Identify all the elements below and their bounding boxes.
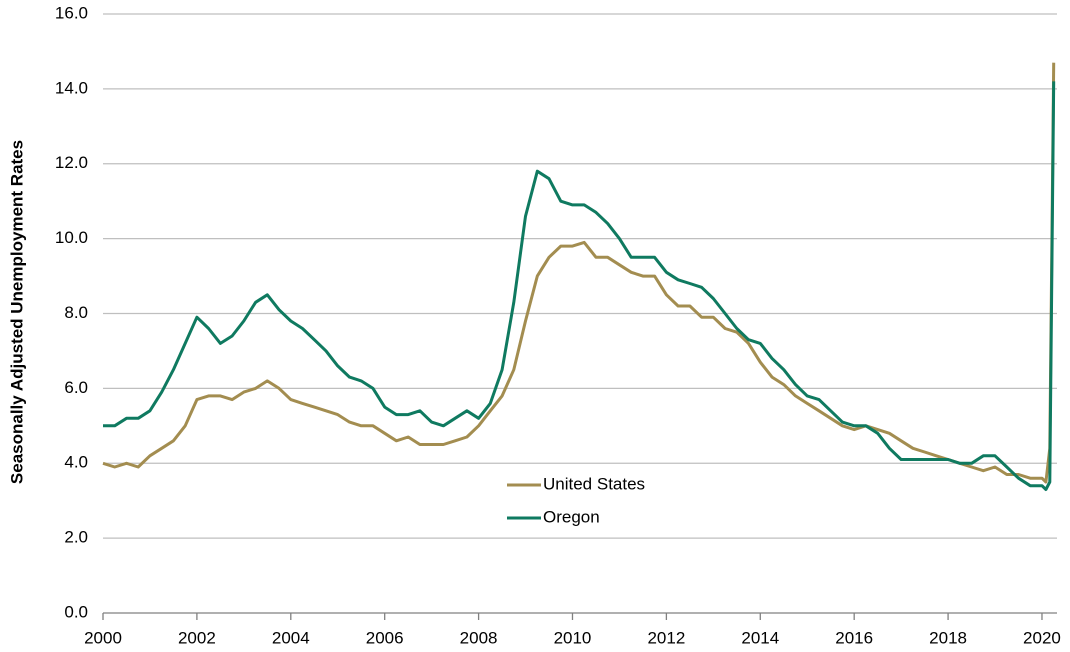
x-tick-label: 2002 xyxy=(178,628,216,647)
x-tick-label: 2014 xyxy=(741,628,779,647)
y-tick-label: 12.0 xyxy=(55,153,88,172)
x-tick-label: 2010 xyxy=(554,628,592,647)
y-axis-label: Seasonally Adjusted Unemployment Rates xyxy=(7,140,26,484)
x-tick-label: 2004 xyxy=(272,628,310,647)
y-tick-label: 10.0 xyxy=(55,228,88,247)
x-tick-label: 2008 xyxy=(460,628,498,647)
y-tick-label: 6.0 xyxy=(64,378,88,397)
y-tick-label: 4.0 xyxy=(64,453,88,472)
line-series xyxy=(103,81,1056,491)
line-series xyxy=(102,62,1056,484)
y-tick-label: 2.0 xyxy=(64,528,88,547)
y-tick-label: 0.0 xyxy=(64,602,88,621)
x-tick-label: 2006 xyxy=(366,628,404,647)
y-tick-label: 14.0 xyxy=(55,78,88,97)
y-tick-label: 16.0 xyxy=(55,3,88,22)
y-tick-label: 8.0 xyxy=(64,303,88,322)
legend-label: United States xyxy=(543,474,645,493)
legend-label: Oregon xyxy=(543,507,600,526)
x-tick-label: 2018 xyxy=(929,628,967,647)
x-tick-label: 2000 xyxy=(84,628,122,647)
x-tick-label: 2012 xyxy=(647,628,685,647)
x-tick-label: 2016 xyxy=(835,628,873,647)
x-tick-label: 2020 xyxy=(1023,628,1061,647)
